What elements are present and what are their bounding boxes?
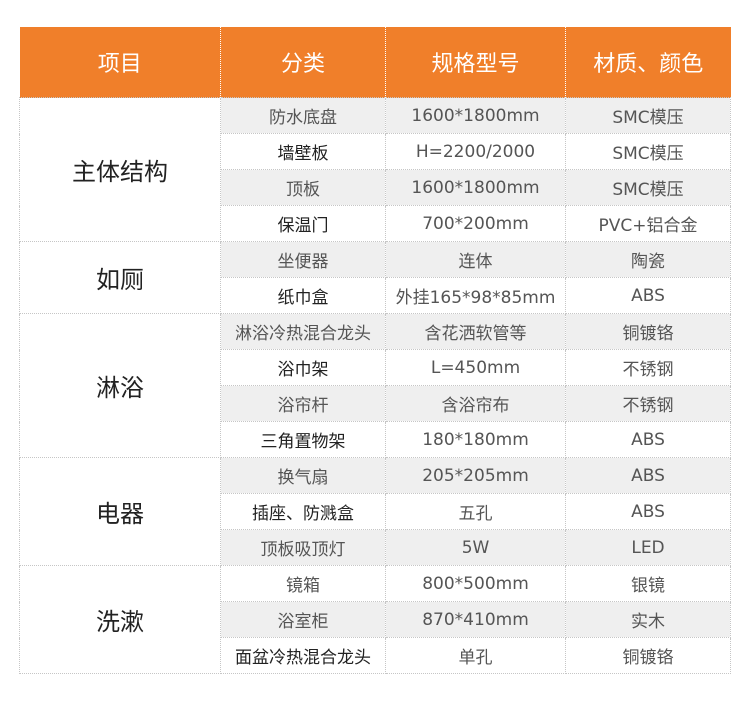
table-row: 纸巾盒 外挂165*98*85mm ABS — [20, 277, 731, 314]
spec-cell: 外挂165*98*85mm — [385, 277, 566, 314]
category-cell: 顶板吸顶灯 — [220, 529, 386, 566]
category-cell: 保温门 — [220, 205, 386, 242]
spec-cell: 1600*1800mm — [385, 169, 566, 206]
material-cell: LED — [565, 529, 731, 566]
spec-cell: 180*180mm — [385, 421, 566, 458]
group-label: 如厕 — [19, 241, 221, 314]
material-cell: 陶瓷 — [565, 241, 731, 278]
spec-cell: 800*500mm — [385, 565, 566, 602]
material-cell: ABS — [565, 457, 731, 494]
material-cell: PVC+铝合金 — [565, 205, 731, 242]
material-cell: 铜镀铬 — [565, 313, 731, 350]
material-cell: ABS — [565, 421, 731, 458]
category-cell: 淋浴冷热混合龙头 — [220, 313, 386, 350]
spec-cell: 含花洒软管等 — [385, 313, 566, 350]
material-cell: SMC模压 — [565, 97, 731, 134]
category-cell: 墙壁板 — [220, 133, 386, 170]
table-row: 电器 换气扇 205*205mm ABS — [19, 457, 731, 566]
category-cell: 浴室柜 — [220, 601, 386, 638]
spec-cell: 5W — [385, 529, 566, 566]
category-cell: 三角置物架 — [220, 421, 386, 458]
spec-table: 项目 分类 规格型号 材质、颜色 主体结构 防水底盘 1600*1800mm S… — [19, 27, 731, 674]
category-cell: 防水底盘 — [220, 97, 386, 134]
material-cell: 不锈钢 — [565, 349, 731, 386]
table-row: 如厕 坐便器 连体 陶瓷 — [19, 241, 731, 314]
category-cell: 顶板 — [220, 169, 386, 206]
group-label: 电器 — [19, 457, 221, 566]
table-row: 面盆冷热混合龙头 单孔 铜镀铬 — [20, 637, 731, 674]
spec-cell: H=2200/2000 — [385, 133, 566, 170]
table-row: 插座、防溅盒 五孔 ABS — [20, 493, 731, 530]
material-cell: 铜镀铬 — [565, 637, 731, 674]
spec-cell: 单孔 — [385, 637, 566, 674]
material-cell: ABS — [565, 277, 731, 314]
spec-cell: 205*205mm — [385, 457, 566, 494]
material-cell: 不锈钢 — [565, 385, 731, 422]
category-cell: 坐便器 — [220, 241, 386, 278]
spec-cell: 870*410mm — [385, 601, 566, 638]
table-row: 保温门 700*200mm PVC+铝合金 — [20, 205, 731, 242]
group-label: 洗漱 — [19, 565, 221, 674]
spec-cell: 1600*1800mm — [385, 97, 566, 134]
header-category: 分类 — [220, 27, 386, 98]
table-row: 墙壁板 H=2200/2000 SMC模压 — [20, 133, 731, 170]
category-cell: 镜箱 — [220, 565, 386, 602]
spec-cell: 五孔 — [385, 493, 566, 530]
table-row: 浴巾架 L=450mm 不锈钢 — [20, 349, 731, 386]
group-label: 主体结构 — [19, 97, 221, 242]
category-cell: 插座、防溅盒 — [220, 493, 386, 530]
material-cell: 银镜 — [565, 565, 731, 602]
table-row: 洗漱 镜箱 800*500mm 银镜 — [19, 565, 731, 674]
category-cell: 面盆冷热混合龙头 — [220, 637, 386, 674]
header-material: 材质、颜色 — [565, 27, 731, 98]
material-cell: SMC模压 — [565, 169, 731, 206]
spec-cell: 含浴帘布 — [385, 385, 566, 422]
header-item: 项目 — [19, 27, 221, 98]
category-cell: 浴帘杆 — [220, 385, 386, 422]
header-row: 项目 分类 规格型号 材质、颜色 — [19, 27, 731, 98]
category-cell: 纸巾盒 — [220, 277, 386, 314]
header-spec: 规格型号 — [385, 27, 566, 98]
spec-cell: L=450mm — [385, 349, 566, 386]
table-row: 主体结构 防水底盘 1600*1800mm SMC模压 — [19, 97, 731, 242]
table-body: 主体结构 防水底盘 1600*1800mm SMC模压 墙壁板 H=2200/2… — [19, 97, 731, 674]
category-cell: 换气扇 — [220, 457, 386, 494]
material-cell: 实木 — [565, 601, 731, 638]
material-cell: SMC模压 — [565, 133, 731, 170]
material-cell: ABS — [565, 493, 731, 530]
table-row: 顶板吸顶灯 5W LED — [20, 529, 731, 566]
table-header: 项目 分类 规格型号 材质、颜色 — [19, 27, 731, 98]
table-row: 浴室柜 870*410mm 实木 — [20, 601, 731, 638]
table-row: 浴帘杆 含浴帘布 不锈钢 — [20, 385, 731, 422]
spec-cell: 700*200mm — [385, 205, 566, 242]
table-row: 顶板 1600*1800mm SMC模压 — [20, 169, 731, 206]
group-label: 淋浴 — [19, 313, 221, 458]
table-row: 淋浴 淋浴冷热混合龙头 含花洒软管等 铜镀铬 — [19, 313, 731, 458]
spec-cell: 连体 — [385, 241, 566, 278]
category-cell: 浴巾架 — [220, 349, 386, 386]
table-row: 三角置物架 180*180mm ABS — [20, 421, 731, 458]
